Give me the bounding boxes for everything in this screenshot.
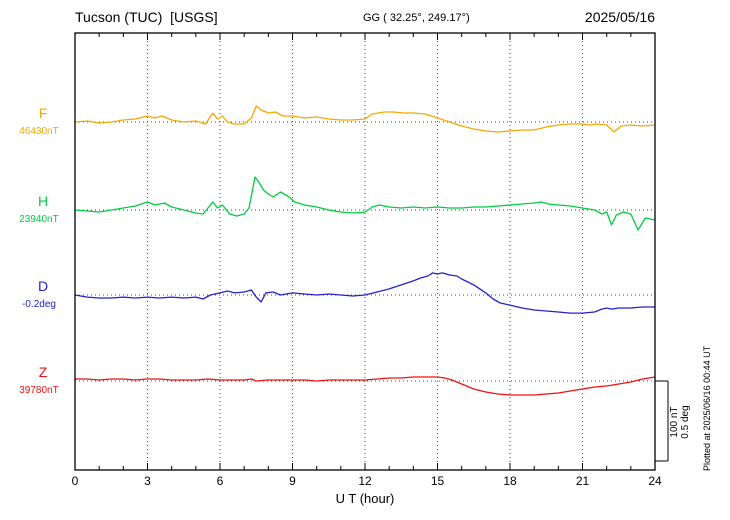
plot-border — [74, 32, 656, 471]
x-tick-label-24: 24 — [648, 474, 662, 488]
x-tick-label-12: 12 — [358, 474, 372, 488]
series-baseline-value-F: 46430nT — [19, 126, 59, 137]
series-letter-D: D — [37, 278, 49, 294]
series-letter-F: F — [38, 105, 48, 121]
scale-bar-nt-label: 100 nT — [669, 406, 680, 438]
trace-H — [74, 176, 656, 231]
x-tick-label-6: 6 — [216, 474, 224, 488]
plotted-timestamp: Plotted at 2025/06/16 00:44 UT — [702, 345, 712, 471]
x-tick-label-3: 3 — [144, 474, 151, 488]
scale-bar-deg-label: 0.5 deg — [680, 405, 691, 439]
x-tick-label-21: 21 — [575, 474, 590, 488]
geographic-coordinates: GG ( 32.25°, 249.17°) — [363, 12, 470, 24]
x-tick-label-18: 18 — [503, 474, 517, 488]
trace-D — [74, 272, 655, 314]
trace-F — [74, 105, 656, 133]
x-axis-label: U T (hour) — [335, 491, 395, 506]
x-tick-label-0: 0 — [71, 474, 79, 488]
series-letter-Z: Z — [38, 364, 48, 380]
x-tick-label-9: 9 — [289, 474, 296, 488]
plot-date: 2025/05/16 — [584, 9, 655, 25]
series-baseline-value-D: -0.2deg — [22, 299, 56, 310]
station-title: Tucson (TUC) [USGS] — [75, 9, 218, 25]
scale-bar-label: 100 nT 0.5 deg — [669, 382, 691, 462]
series-baseline-value-H: 23940nT — [19, 214, 59, 225]
x-tick-label-15: 15 — [430, 474, 445, 488]
series-baseline-value-Z: 39780nT — [19, 385, 59, 396]
trace-Z — [75, 376, 656, 396]
series-letter-H: H — [37, 193, 49, 209]
